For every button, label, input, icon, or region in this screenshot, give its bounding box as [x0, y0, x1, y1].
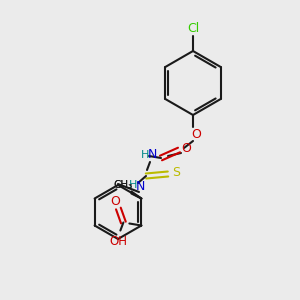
Text: Cl: Cl [187, 22, 199, 35]
Text: O: O [181, 142, 191, 154]
Text: N: N [135, 179, 145, 193]
Text: O: O [110, 195, 120, 208]
Text: N: N [147, 148, 157, 161]
Text: S: S [172, 167, 180, 179]
Text: CH₃: CH₃ [114, 179, 133, 190]
Text: CH₃: CH₃ [114, 181, 133, 190]
Text: OH: OH [110, 235, 128, 248]
Text: H: H [141, 150, 149, 160]
Text: O: O [191, 128, 201, 142]
Text: H: H [129, 180, 137, 190]
